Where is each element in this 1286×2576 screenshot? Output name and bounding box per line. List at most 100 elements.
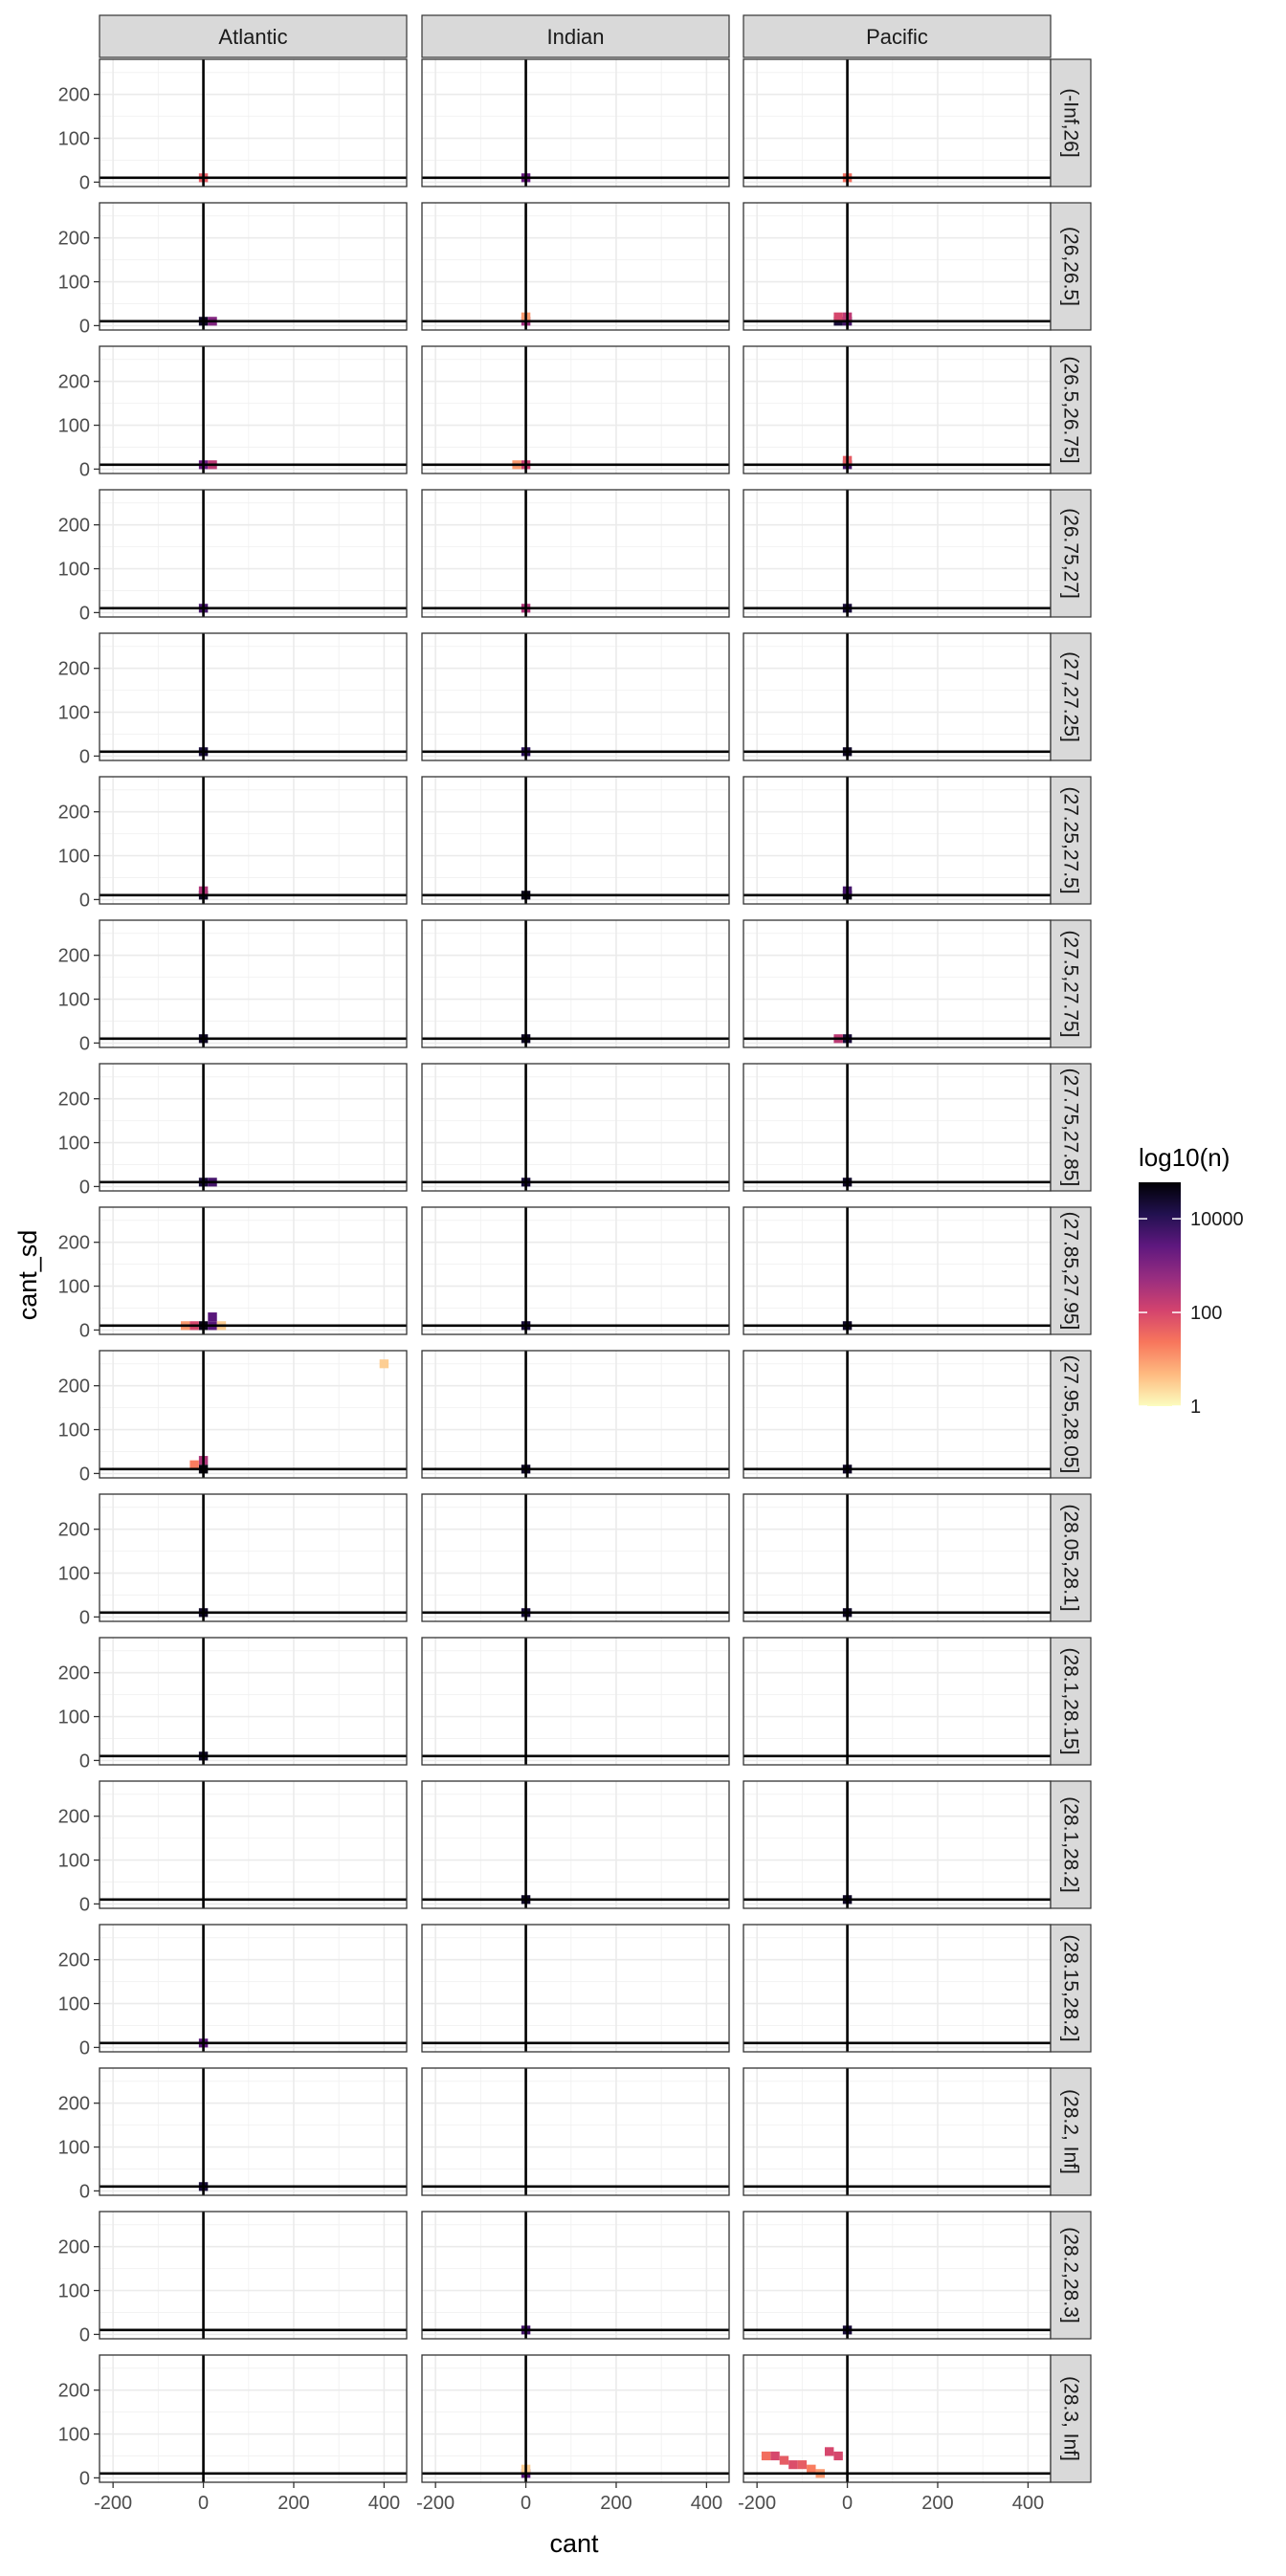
facet-col-label: Pacific bbox=[866, 25, 928, 49]
heatmap-cell bbox=[770, 2451, 780, 2461]
y-axis-title: cant_sd bbox=[13, 1230, 42, 1321]
panel-border bbox=[421, 489, 730, 618]
panel-background bbox=[743, 1925, 1051, 2052]
facet-col-label: Indian bbox=[547, 25, 605, 49]
facet-row-label: (28.15,28.2] bbox=[1060, 1934, 1082, 2041]
y-tick-label: 100 bbox=[58, 1707, 90, 1728]
y-tick-label: 100 bbox=[58, 1851, 90, 1872]
x-tick-label: -200 bbox=[738, 2493, 776, 2514]
panel-background bbox=[422, 1638, 729, 1765]
y-tick-label: 0 bbox=[79, 603, 90, 624]
facet-strip-row bbox=[1050, 202, 1092, 331]
x-tick-label: -200 bbox=[94, 2493, 132, 2514]
y-tick-label: 100 bbox=[58, 416, 90, 437]
panel-background bbox=[100, 1925, 407, 2052]
x-tick-label: 0 bbox=[842, 2493, 853, 2514]
x-tick-label: 0 bbox=[198, 2493, 209, 2514]
panel-background bbox=[422, 1207, 729, 1334]
panel-background bbox=[100, 59, 407, 187]
facet-row-label: (26,26.5] bbox=[1060, 227, 1082, 306]
panel-border bbox=[99, 1350, 408, 1479]
panel-background bbox=[100, 346, 407, 473]
x-tick-label: 200 bbox=[277, 2493, 309, 2514]
facet-row-label: (28.1,28.2] bbox=[1060, 1796, 1082, 1892]
y-tick-label: 200 bbox=[58, 2237, 90, 2258]
heatmap-cell bbox=[824, 2447, 834, 2456]
legend: log10(n) 1 100 10000 bbox=[1139, 1143, 1244, 1418]
panel-background bbox=[100, 490, 407, 617]
panel-border bbox=[421, 632, 730, 761]
facet-row-label: (27,27.25] bbox=[1060, 651, 1082, 742]
y-tick-label: 0 bbox=[79, 2181, 90, 2202]
facet-row-label: (26.5,26.75] bbox=[1060, 356, 1082, 463]
panel-border bbox=[421, 776, 730, 905]
y-tick-label: 0 bbox=[79, 746, 90, 767]
y-tick-label: 200 bbox=[58, 1663, 90, 1684]
facet-row-label: (28.2, Inf] bbox=[1060, 2089, 1082, 2174]
panel-border bbox=[99, 2211, 408, 2340]
facet-strip-row bbox=[1050, 1493, 1092, 1622]
facet-row-label: (27.85,27.95] bbox=[1060, 1212, 1082, 1331]
panel-background bbox=[100, 1064, 407, 1191]
panel-border bbox=[99, 58, 408, 187]
facet-strip-row bbox=[1050, 58, 1092, 187]
facet-row-label: (28.05,28.1] bbox=[1060, 1504, 1082, 1611]
axes: 0 100 200 0 100 200 0 100 200 0 100 200 0 100 200 0 100 2… bbox=[13, 85, 1044, 2558]
y-tick-label: 200 bbox=[58, 1090, 90, 1111]
panel-border bbox=[99, 1493, 408, 1622]
panel-background bbox=[743, 1064, 1051, 1191]
facet-row-label: (28.1,28.15] bbox=[1060, 1647, 1082, 1754]
y-tick-label: 100 bbox=[58, 1277, 90, 1298]
y-tick-label: 100 bbox=[58, 990, 90, 1011]
panel-background bbox=[743, 920, 1051, 1047]
x-tick-label: -200 bbox=[416, 2493, 455, 2514]
panel-background bbox=[100, 633, 407, 760]
panel-border bbox=[99, 919, 408, 1048]
y-tick-label: 200 bbox=[58, 2381, 90, 2402]
y-tick-label: 100 bbox=[58, 1994, 90, 2015]
facet-row-label: (28.3, Inf] bbox=[1060, 2376, 1082, 2461]
y-tick-label: 200 bbox=[58, 85, 90, 106]
facet-strip-row bbox=[1050, 2067, 1092, 2196]
panel-background bbox=[100, 1781, 407, 1908]
panel-background bbox=[100, 203, 407, 330]
legend-colorbar bbox=[1139, 1182, 1181, 1406]
panel-background bbox=[743, 2212, 1051, 2339]
facet-strip-row bbox=[1050, 1637, 1092, 1766]
facet-strip-row bbox=[1050, 2211, 1092, 2340]
y-tick-label: 0 bbox=[79, 2037, 90, 2059]
panel-border bbox=[99, 202, 408, 331]
panel-border bbox=[99, 632, 408, 761]
panel-background bbox=[100, 2068, 407, 2195]
y-tick-label: 200 bbox=[58, 516, 90, 537]
y-tick-label: 100 bbox=[58, 2425, 90, 2446]
y-tick-label: 0 bbox=[79, 890, 90, 911]
y-tick-label: 100 bbox=[58, 129, 90, 150]
y-tick-label: 200 bbox=[58, 229, 90, 250]
y-tick-label: 100 bbox=[58, 1564, 90, 1585]
y-tick-label: 0 bbox=[79, 316, 90, 337]
panel-background bbox=[743, 1781, 1051, 1908]
facet-strip-row bbox=[1050, 1780, 1092, 1909]
panel-background bbox=[422, 633, 729, 760]
y-tick-label: 0 bbox=[79, 2324, 90, 2345]
panel-background bbox=[422, 2212, 729, 2339]
panel-border bbox=[99, 776, 408, 905]
panel-background bbox=[100, 777, 407, 904]
y-tick-label: 100 bbox=[58, 847, 90, 868]
panel-border bbox=[421, 1063, 730, 1192]
y-tick-label: 200 bbox=[58, 946, 90, 967]
panel-background bbox=[422, 346, 729, 473]
facet-strip-row bbox=[1050, 1063, 1092, 1192]
x-tick-label: 400 bbox=[368, 2493, 400, 2514]
legend-break-label: 10000 bbox=[1190, 1209, 1244, 1230]
panel-border bbox=[99, 2354, 408, 2483]
facet-row-label: (27.25,27.5] bbox=[1060, 786, 1082, 893]
panel-background bbox=[422, 59, 729, 187]
facet-strip-row bbox=[1050, 2354, 1092, 2483]
panel-border bbox=[99, 1780, 408, 1909]
panel-background bbox=[422, 2355, 729, 2482]
panel-background bbox=[100, 1207, 407, 1334]
panel-border bbox=[99, 1637, 408, 1766]
panel-border bbox=[421, 919, 730, 1048]
